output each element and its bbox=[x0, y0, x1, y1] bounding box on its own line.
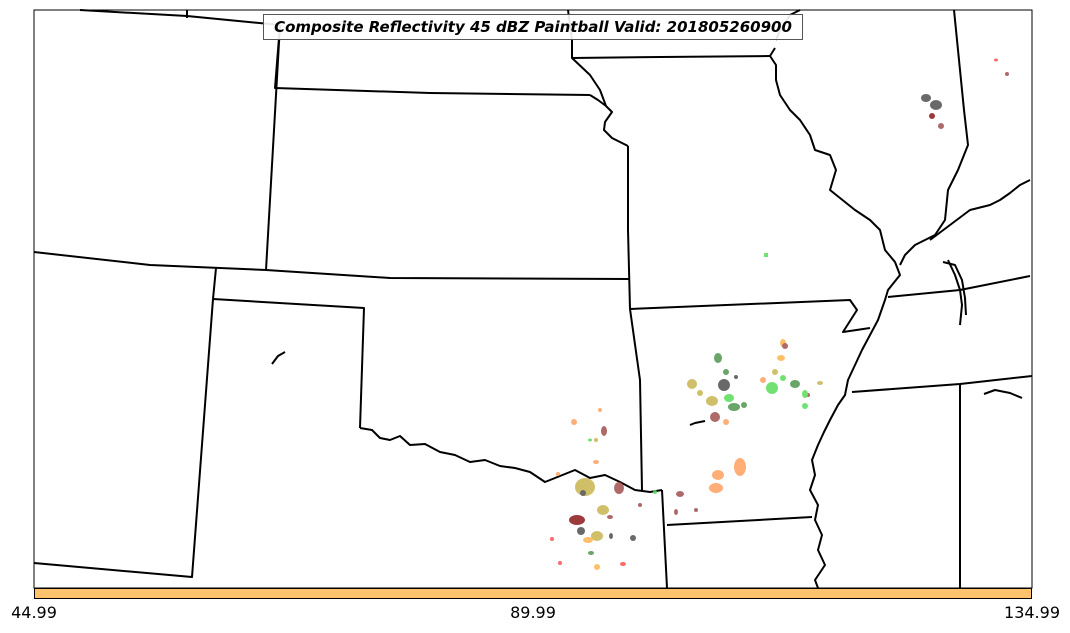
colorbar-tick-max: 134.99 bbox=[1004, 603, 1060, 622]
cell-green-8 bbox=[653, 490, 657, 494]
paintball-cells bbox=[550, 58, 1009, 570]
cell-orange-13 bbox=[594, 564, 600, 570]
cell-olive-3 bbox=[706, 396, 718, 406]
cell-green-3 bbox=[766, 382, 778, 394]
cell-olive-8 bbox=[597, 505, 609, 515]
cell-olive-5 bbox=[817, 381, 823, 385]
colorbar-tick-min: 44.99 bbox=[11, 603, 57, 622]
cell-brown-2 bbox=[1005, 72, 1009, 76]
cell-brown-9 bbox=[601, 426, 607, 436]
state-boundaries bbox=[33, 9, 1033, 589]
cell-green-4 bbox=[780, 375, 786, 381]
cell-gray-5 bbox=[580, 490, 586, 496]
cell-orange-8 bbox=[571, 419, 577, 425]
cell-brown-1 bbox=[938, 123, 944, 129]
cell-olive-7 bbox=[575, 478, 595, 496]
cell-green-7 bbox=[588, 438, 592, 442]
cell-gray-8 bbox=[630, 535, 636, 541]
cell-green-1 bbox=[764, 253, 768, 257]
cell-orange-11 bbox=[556, 472, 560, 476]
cell-orange-2 bbox=[777, 355, 785, 361]
cell-brown-3 bbox=[782, 343, 788, 349]
cell-green-6 bbox=[802, 403, 808, 409]
colorbar bbox=[34, 588, 1032, 599]
cell-orange-3 bbox=[723, 419, 729, 425]
cell-orange-7 bbox=[709, 483, 723, 493]
cell-gray-7 bbox=[609, 533, 613, 539]
cell-brown-4 bbox=[710, 412, 720, 422]
cell-gray-1 bbox=[921, 94, 931, 102]
cell-greendark-1 bbox=[714, 353, 722, 363]
cell-brown-10 bbox=[614, 482, 624, 494]
cell-red-2 bbox=[994, 58, 998, 62]
cell-orange-4 bbox=[760, 377, 766, 383]
cell-olive-2 bbox=[697, 390, 703, 396]
cell-green-2 bbox=[724, 394, 734, 402]
cell-greendark-4 bbox=[741, 402, 747, 408]
cell-red-6 bbox=[620, 562, 626, 566]
cell-red-1 bbox=[929, 113, 935, 119]
cell-orange-12 bbox=[583, 537, 593, 543]
cell-brown-11 bbox=[638, 503, 642, 507]
cell-brown-7 bbox=[674, 509, 678, 515]
cell-brown-12 bbox=[607, 515, 613, 519]
cell-greendark-6 bbox=[588, 551, 594, 555]
cell-orange-10 bbox=[593, 460, 599, 464]
cell-greendark-5 bbox=[790, 380, 800, 388]
cell-gray-2 bbox=[930, 100, 942, 110]
cell-olive-6 bbox=[594, 438, 598, 442]
cell-gray-4 bbox=[734, 375, 738, 379]
cell-red-3 bbox=[569, 515, 585, 525]
cell-greendark-2 bbox=[723, 369, 729, 375]
cell-olive-4 bbox=[772, 369, 778, 375]
colorbar-tick-mid: 89.99 bbox=[510, 603, 556, 622]
cell-red-4 bbox=[550, 537, 554, 541]
cell-orange-6 bbox=[712, 470, 724, 480]
cell-orange-5 bbox=[734, 458, 746, 476]
cell-olive-9 bbox=[591, 531, 603, 541]
cell-brown-6 bbox=[676, 491, 684, 497]
cell-greendark-3 bbox=[728, 403, 740, 411]
cell-orange-9 bbox=[598, 408, 602, 412]
cell-olive-1 bbox=[687, 379, 697, 389]
cell-green-5 bbox=[802, 390, 808, 398]
map-title: Composite Reflectivity 45 dBZ Paintball … bbox=[263, 14, 803, 40]
map-border bbox=[33, 9, 1033, 589]
cell-brown-8 bbox=[694, 508, 698, 512]
cell-red-5 bbox=[558, 561, 562, 565]
cell-gray-6 bbox=[577, 527, 585, 535]
cell-gray-3 bbox=[718, 379, 730, 391]
